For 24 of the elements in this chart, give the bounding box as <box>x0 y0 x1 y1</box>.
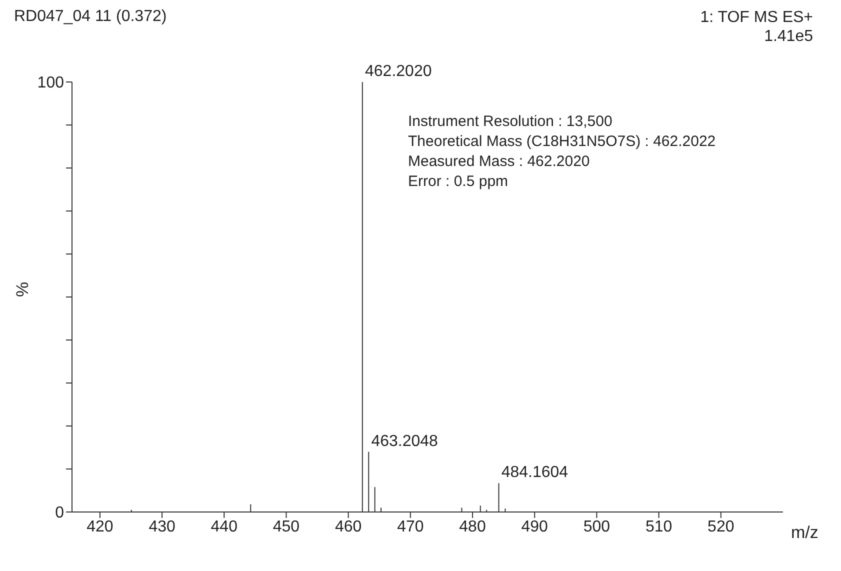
chart-title: RD047_04 11 (0.372) <box>14 8 167 27</box>
annotation: Theoretical Mass (C18H31N5O7S) : 462.2022 <box>408 132 716 152</box>
y-tick-label: 0 <box>55 504 64 522</box>
annotation: 463.2048 <box>371 432 438 450</box>
x-tick-label: 470 <box>397 518 424 536</box>
x-tick-label: 520 <box>708 518 734 536</box>
annotation: Error : 0.5 ppm <box>408 172 510 192</box>
x-tick-label: 420 <box>86 518 114 536</box>
x-tick-label: 480 <box>459 518 486 536</box>
x-tick-label: 440 <box>210 518 238 536</box>
annotation: Instrument Resolution : 13,500 <box>408 112 614 132</box>
x-tick-label: 500 <box>583 518 610 536</box>
y-tick-label: 100 <box>37 74 64 92</box>
annotation: Measured Mass : 462.2020 <box>408 152 591 172</box>
chart-subtitle: 1: TOF MS ES+ 1.41e5 <box>700 8 813 47</box>
annotation: 462.2020 <box>365 63 432 80</box>
x-tick-label: 430 <box>148 518 176 536</box>
annotation: 484.1604 <box>501 464 568 482</box>
x-tick-label: 460 <box>334 518 362 536</box>
x-tick-label: 510 <box>645 518 672 536</box>
y-axis-title: % <box>13 282 32 297</box>
x-tick-label: 450 <box>272 518 300 536</box>
x-tick-label: 490 <box>521 518 548 536</box>
x-axis-title: m/z <box>791 523 818 542</box>
